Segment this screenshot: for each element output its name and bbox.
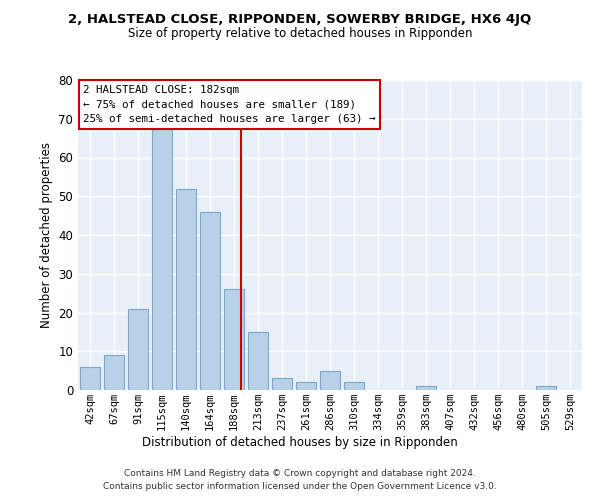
- Bar: [176, 188, 196, 390]
- Text: Size of property relative to detached houses in Ripponden: Size of property relative to detached ho…: [128, 28, 472, 40]
- Text: Contains HM Land Registry data © Crown copyright and database right 2024.: Contains HM Land Registry data © Crown c…: [124, 468, 476, 477]
- Text: Contains public sector information licensed under the Open Government Licence v3: Contains public sector information licen…: [103, 482, 497, 491]
- Bar: [224, 289, 244, 390]
- Bar: [416, 386, 436, 390]
- Bar: [128, 308, 148, 390]
- Bar: [80, 367, 100, 390]
- Bar: [296, 382, 316, 390]
- Bar: [152, 126, 172, 390]
- Text: 2 HALSTEAD CLOSE: 182sqm
← 75% of detached houses are smaller (189)
25% of semi-: 2 HALSTEAD CLOSE: 182sqm ← 75% of detach…: [83, 84, 376, 124]
- Bar: [344, 382, 364, 390]
- Bar: [272, 378, 292, 390]
- Bar: [248, 332, 268, 390]
- Bar: [320, 370, 340, 390]
- Text: 2, HALSTEAD CLOSE, RIPPONDEN, SOWERBY BRIDGE, HX6 4JQ: 2, HALSTEAD CLOSE, RIPPONDEN, SOWERBY BR…: [68, 12, 532, 26]
- Bar: [200, 212, 220, 390]
- Y-axis label: Number of detached properties: Number of detached properties: [40, 142, 53, 328]
- Text: Distribution of detached houses by size in Ripponden: Distribution of detached houses by size …: [142, 436, 458, 449]
- Bar: [536, 386, 556, 390]
- Bar: [104, 355, 124, 390]
